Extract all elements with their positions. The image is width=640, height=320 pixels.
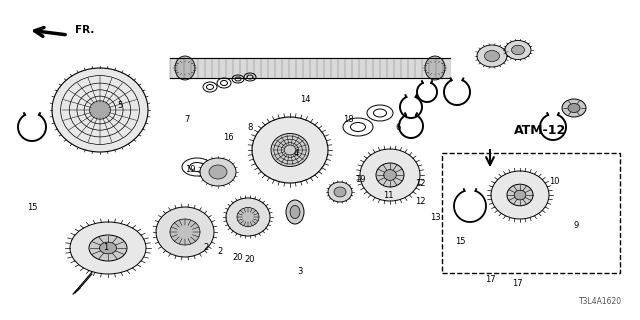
Ellipse shape (200, 158, 236, 186)
Ellipse shape (505, 41, 531, 60)
Ellipse shape (89, 235, 127, 261)
Text: 20: 20 (233, 253, 243, 262)
Ellipse shape (484, 51, 499, 61)
Text: 12: 12 (415, 179, 425, 188)
Ellipse shape (209, 165, 227, 179)
Ellipse shape (477, 45, 507, 67)
Ellipse shape (175, 56, 195, 80)
Ellipse shape (252, 117, 328, 183)
Ellipse shape (70, 222, 146, 274)
Text: 8: 8 (247, 124, 253, 132)
Ellipse shape (507, 184, 533, 206)
Ellipse shape (334, 187, 346, 197)
Text: 10: 10 (548, 177, 559, 186)
Ellipse shape (511, 45, 525, 55)
Text: 15: 15 (455, 237, 465, 246)
Ellipse shape (99, 242, 116, 254)
Text: 9: 9 (573, 221, 579, 230)
Text: 13: 13 (429, 213, 440, 222)
Text: 14: 14 (300, 95, 310, 105)
Text: ATM-12: ATM-12 (514, 124, 566, 137)
Text: 2: 2 (218, 247, 223, 257)
Text: 19: 19 (355, 175, 365, 185)
Text: 5: 5 (117, 100, 123, 109)
Text: 20: 20 (244, 255, 255, 265)
Ellipse shape (360, 149, 420, 201)
Ellipse shape (384, 170, 396, 180)
Ellipse shape (514, 190, 526, 200)
Ellipse shape (156, 207, 214, 257)
Ellipse shape (290, 205, 300, 219)
Text: 17: 17 (512, 279, 522, 289)
Text: 7: 7 (184, 116, 189, 124)
Ellipse shape (328, 182, 352, 202)
Text: 19: 19 (185, 165, 195, 174)
Ellipse shape (90, 101, 111, 119)
Ellipse shape (425, 56, 445, 80)
Text: 1: 1 (104, 244, 109, 252)
Ellipse shape (237, 207, 259, 227)
Ellipse shape (491, 171, 549, 219)
Ellipse shape (562, 99, 586, 117)
Text: 6: 6 (396, 124, 401, 132)
Text: 17: 17 (484, 275, 495, 284)
Ellipse shape (170, 219, 200, 245)
Ellipse shape (376, 163, 404, 187)
Ellipse shape (568, 103, 580, 113)
Text: 18: 18 (342, 116, 353, 124)
Text: 4: 4 (293, 149, 299, 158)
Bar (442, 153, 620, 273)
Text: 15: 15 (27, 203, 37, 212)
Text: FR.: FR. (75, 25, 94, 35)
Text: 11: 11 (383, 191, 393, 201)
Text: 2: 2 (204, 244, 209, 252)
Ellipse shape (271, 133, 309, 166)
Ellipse shape (52, 68, 148, 152)
Text: T3L4A1620: T3L4A1620 (579, 297, 622, 306)
Ellipse shape (226, 198, 270, 236)
Ellipse shape (286, 200, 304, 224)
Text: 3: 3 (298, 268, 303, 276)
Text: 16: 16 (223, 133, 234, 142)
Text: 12: 12 (415, 197, 425, 206)
